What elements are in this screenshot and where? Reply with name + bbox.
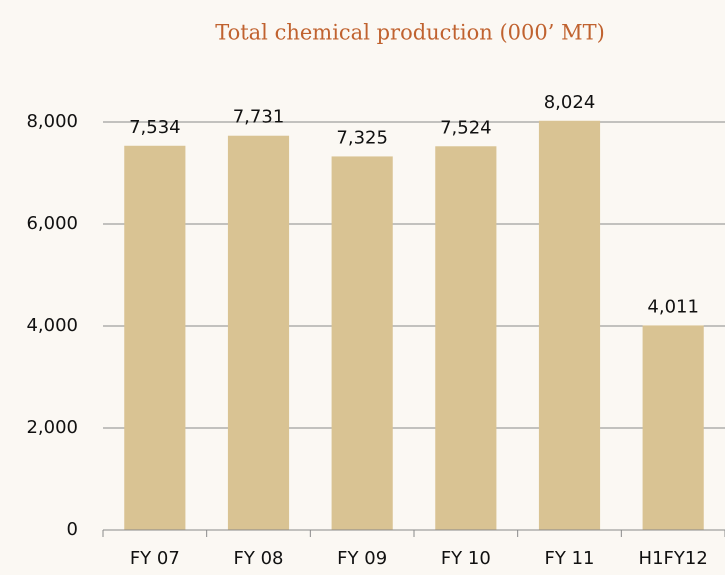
bar [435,146,497,530]
y-tick-label: 8,000 [26,111,78,132]
y-tick-label: 0 [67,519,78,540]
y-tick-label: 4,000 [26,315,78,336]
bar [331,156,393,531]
data-label: 7,524 [440,117,492,138]
bar [227,135,290,530]
data-label: 7,534 [129,117,181,138]
data-label: 8,024 [544,92,596,113]
x-tick-label: FY 09 [337,548,387,569]
bar [124,145,186,531]
bar [642,325,704,530]
data-label: 4,011 [647,296,699,317]
bar [538,120,601,530]
x-tick-label: H1FY12 [639,548,708,569]
x-tick-label: FY 07 [130,548,180,569]
x-tick-label: FY 10 [441,548,491,569]
y-tick-label: 6,000 [26,213,78,234]
chart-title: Total chemical production (000’ MT) [215,21,605,45]
y-tick-label: 2,000 [26,417,78,438]
x-tick-label: FY 08 [234,548,284,569]
data-label: 7,325 [336,127,388,148]
data-label: 7,731 [233,107,285,128]
x-tick-label: FY 11 [545,548,595,569]
